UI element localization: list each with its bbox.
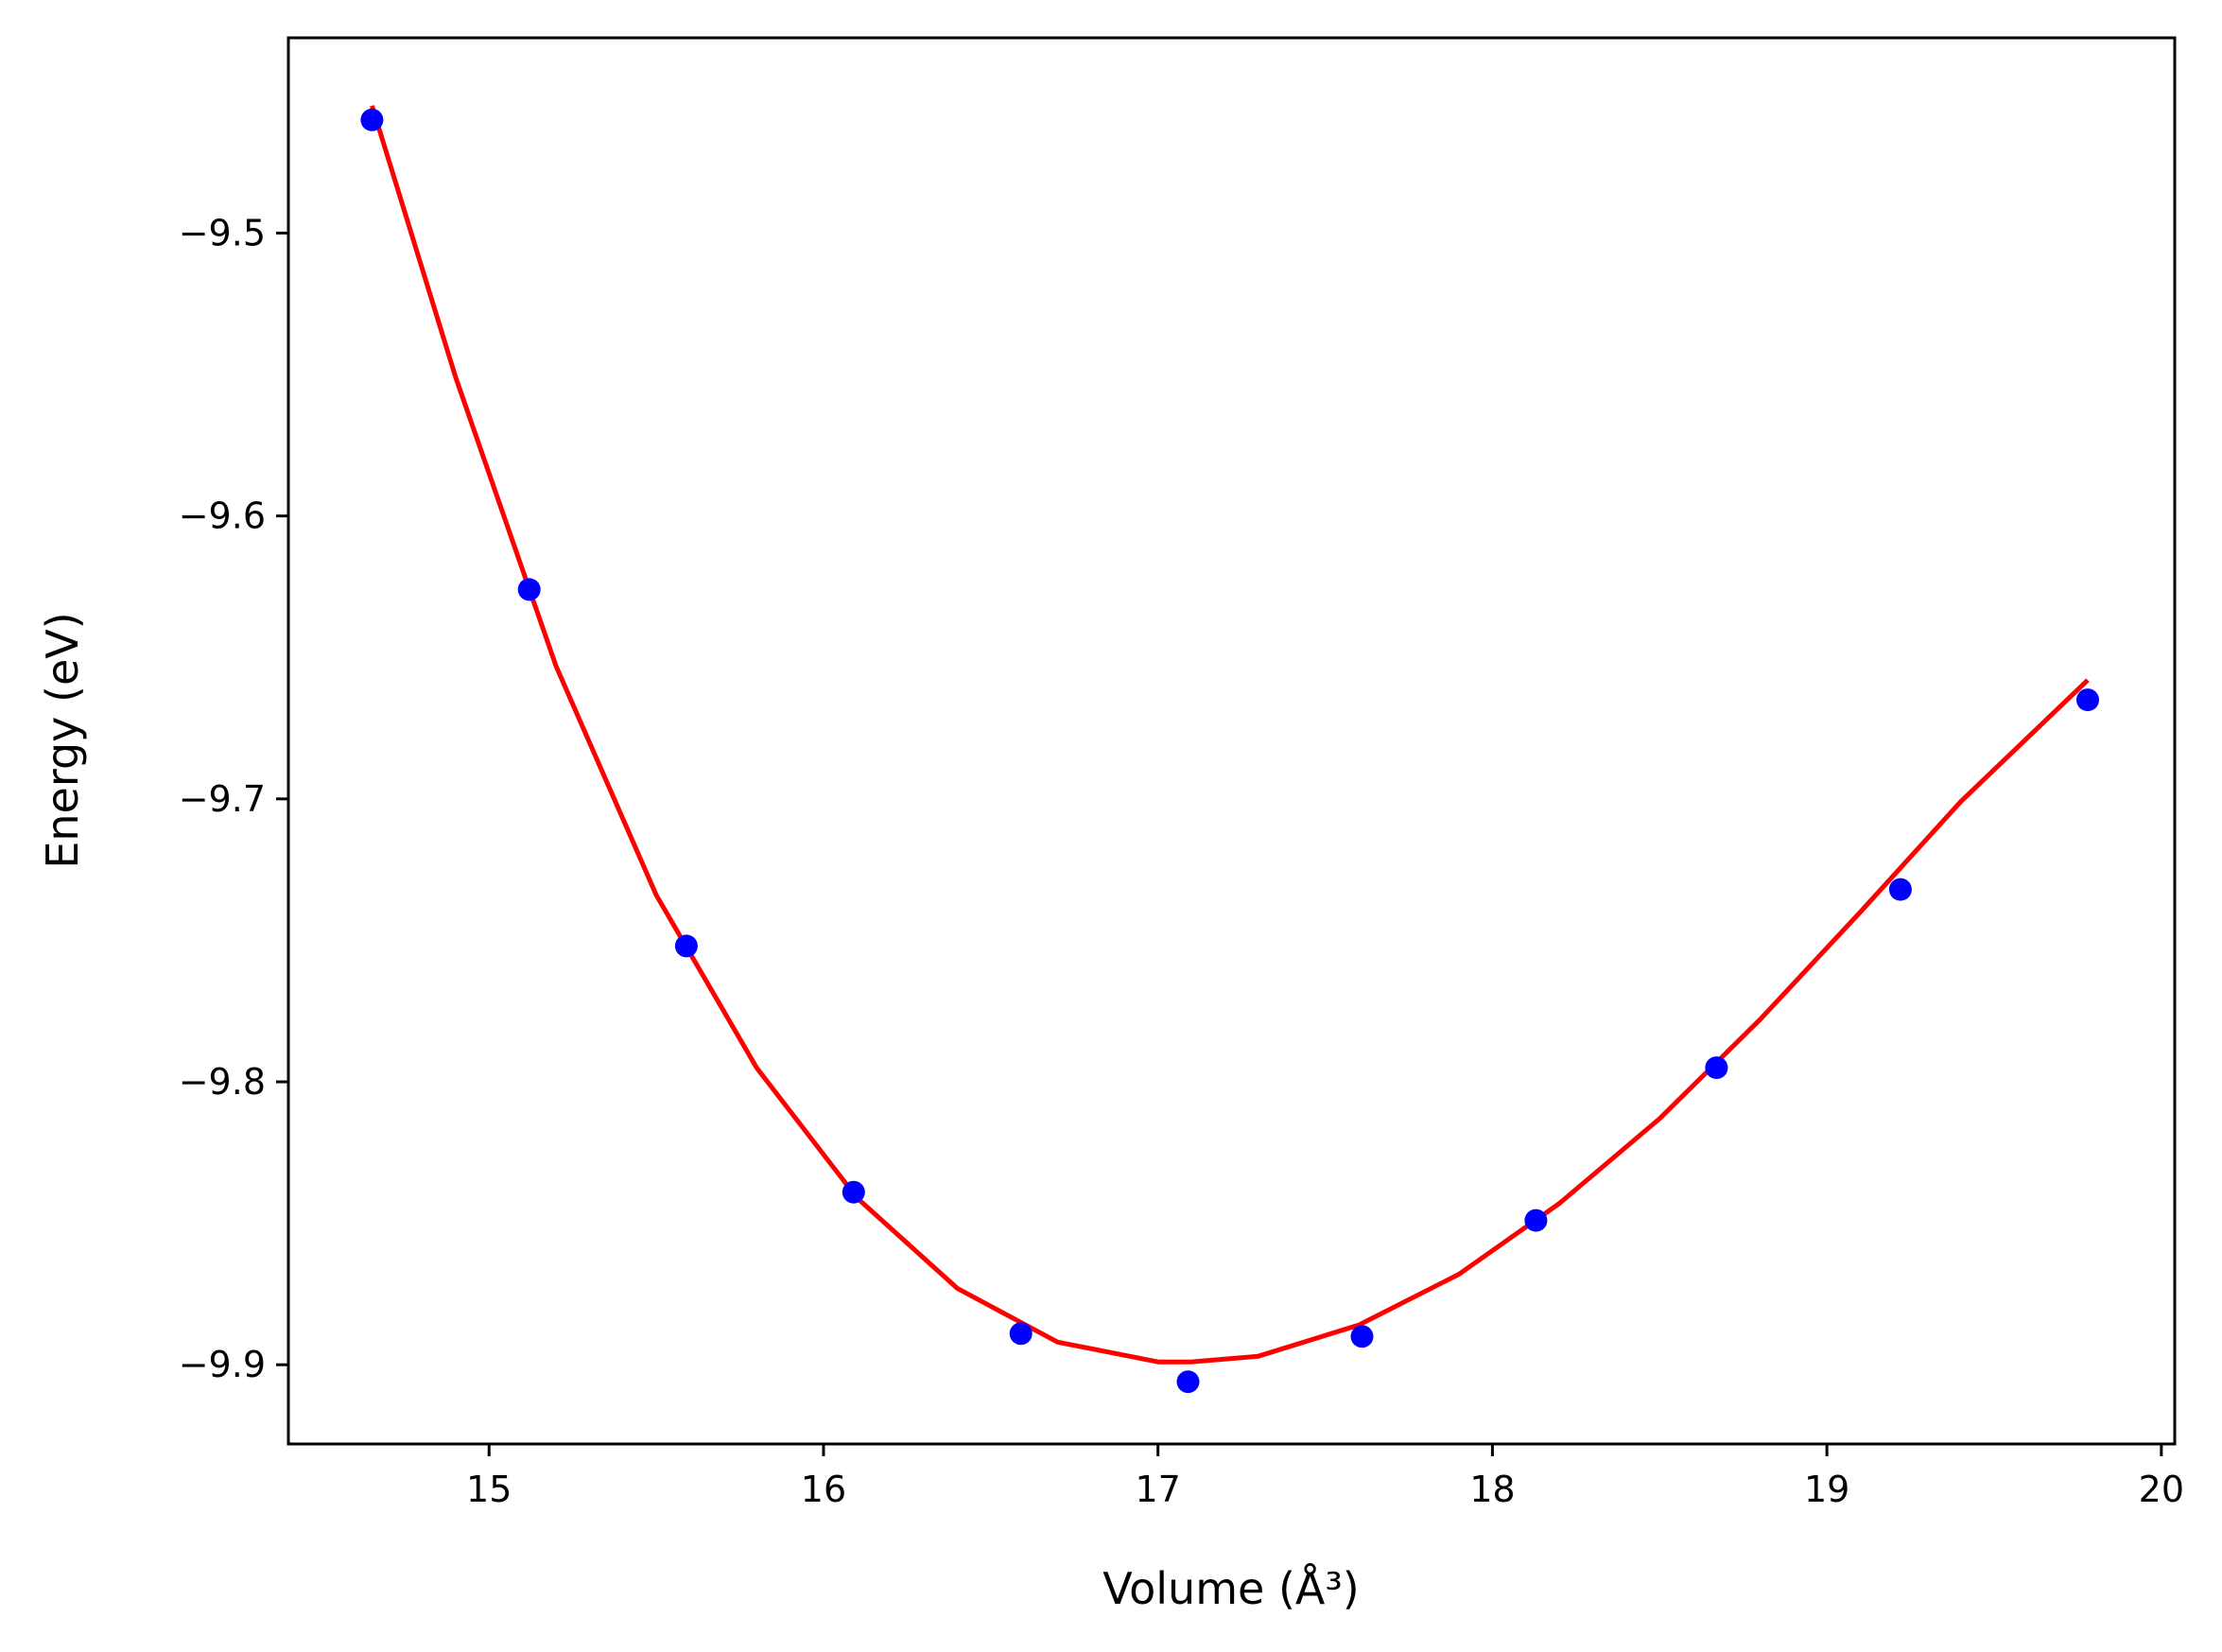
x-tick-label: 20 <box>2139 1469 2184 1510</box>
data-point <box>1705 1056 1728 1080</box>
data-point <box>1888 878 1912 901</box>
x-tick-label: 19 <box>1804 1469 1849 1510</box>
data-point <box>1524 1209 1548 1232</box>
data-point <box>2076 688 2099 712</box>
data-point <box>517 578 541 601</box>
data-point <box>1350 1325 1374 1348</box>
x-axis: 15 16 17 18 19 20 <box>466 1444 2184 1510</box>
y-axis-label: Energy (eV) <box>37 612 88 868</box>
y-tick-label: −9.5 <box>179 212 266 253</box>
fit-curve-line <box>370 105 2090 1365</box>
data-point <box>1176 1370 1200 1394</box>
data-point <box>360 108 384 131</box>
data-point <box>842 1180 865 1204</box>
y-tick-label: −9.6 <box>179 496 266 537</box>
x-tick-label: 16 <box>801 1469 846 1510</box>
y-axis: −9.5 −9.6 −9.7 −9.8 −9.9 <box>179 212 288 1385</box>
x-tick-label: 18 <box>1469 1469 1515 1510</box>
y-tick-label: −9.9 <box>179 1344 266 1385</box>
data-point <box>1009 1322 1033 1346</box>
x-axis-label: Volume (Å³) <box>1102 1563 1360 1614</box>
plot-area <box>360 105 2099 1394</box>
y-tick-label: −9.7 <box>179 778 266 820</box>
x-tick-label: 15 <box>466 1469 512 1510</box>
x-tick-label: 17 <box>1136 1469 1181 1510</box>
y-tick-label: −9.8 <box>179 1061 266 1103</box>
data-point <box>674 934 698 958</box>
plot-frame <box>286 36 2177 1446</box>
